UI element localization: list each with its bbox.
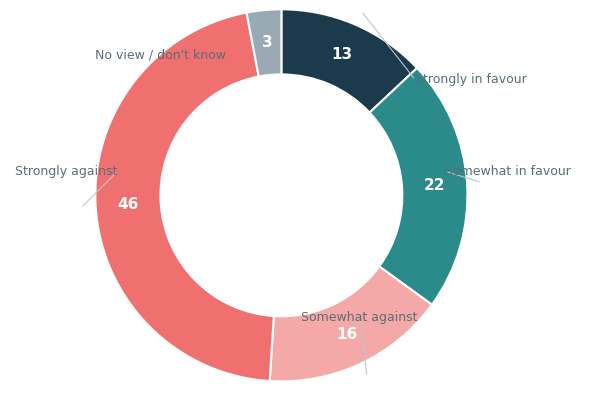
Text: 46: 46 xyxy=(118,198,139,212)
Text: 22: 22 xyxy=(424,178,445,193)
Text: Strongly in favour: Strongly in favour xyxy=(415,74,527,86)
Text: No view / don't know: No view / don't know xyxy=(95,48,226,61)
Text: Strongly against: Strongly against xyxy=(15,165,118,178)
Text: Somewhat against: Somewhat against xyxy=(301,311,418,324)
Text: 16: 16 xyxy=(336,327,358,342)
Wedge shape xyxy=(270,266,432,381)
Text: 13: 13 xyxy=(332,47,353,62)
Text: 3: 3 xyxy=(262,35,272,50)
Text: Somewhat in favour: Somewhat in favour xyxy=(445,165,571,178)
Wedge shape xyxy=(247,9,281,76)
Wedge shape xyxy=(95,12,274,381)
Wedge shape xyxy=(370,68,467,305)
Wedge shape xyxy=(281,9,417,112)
